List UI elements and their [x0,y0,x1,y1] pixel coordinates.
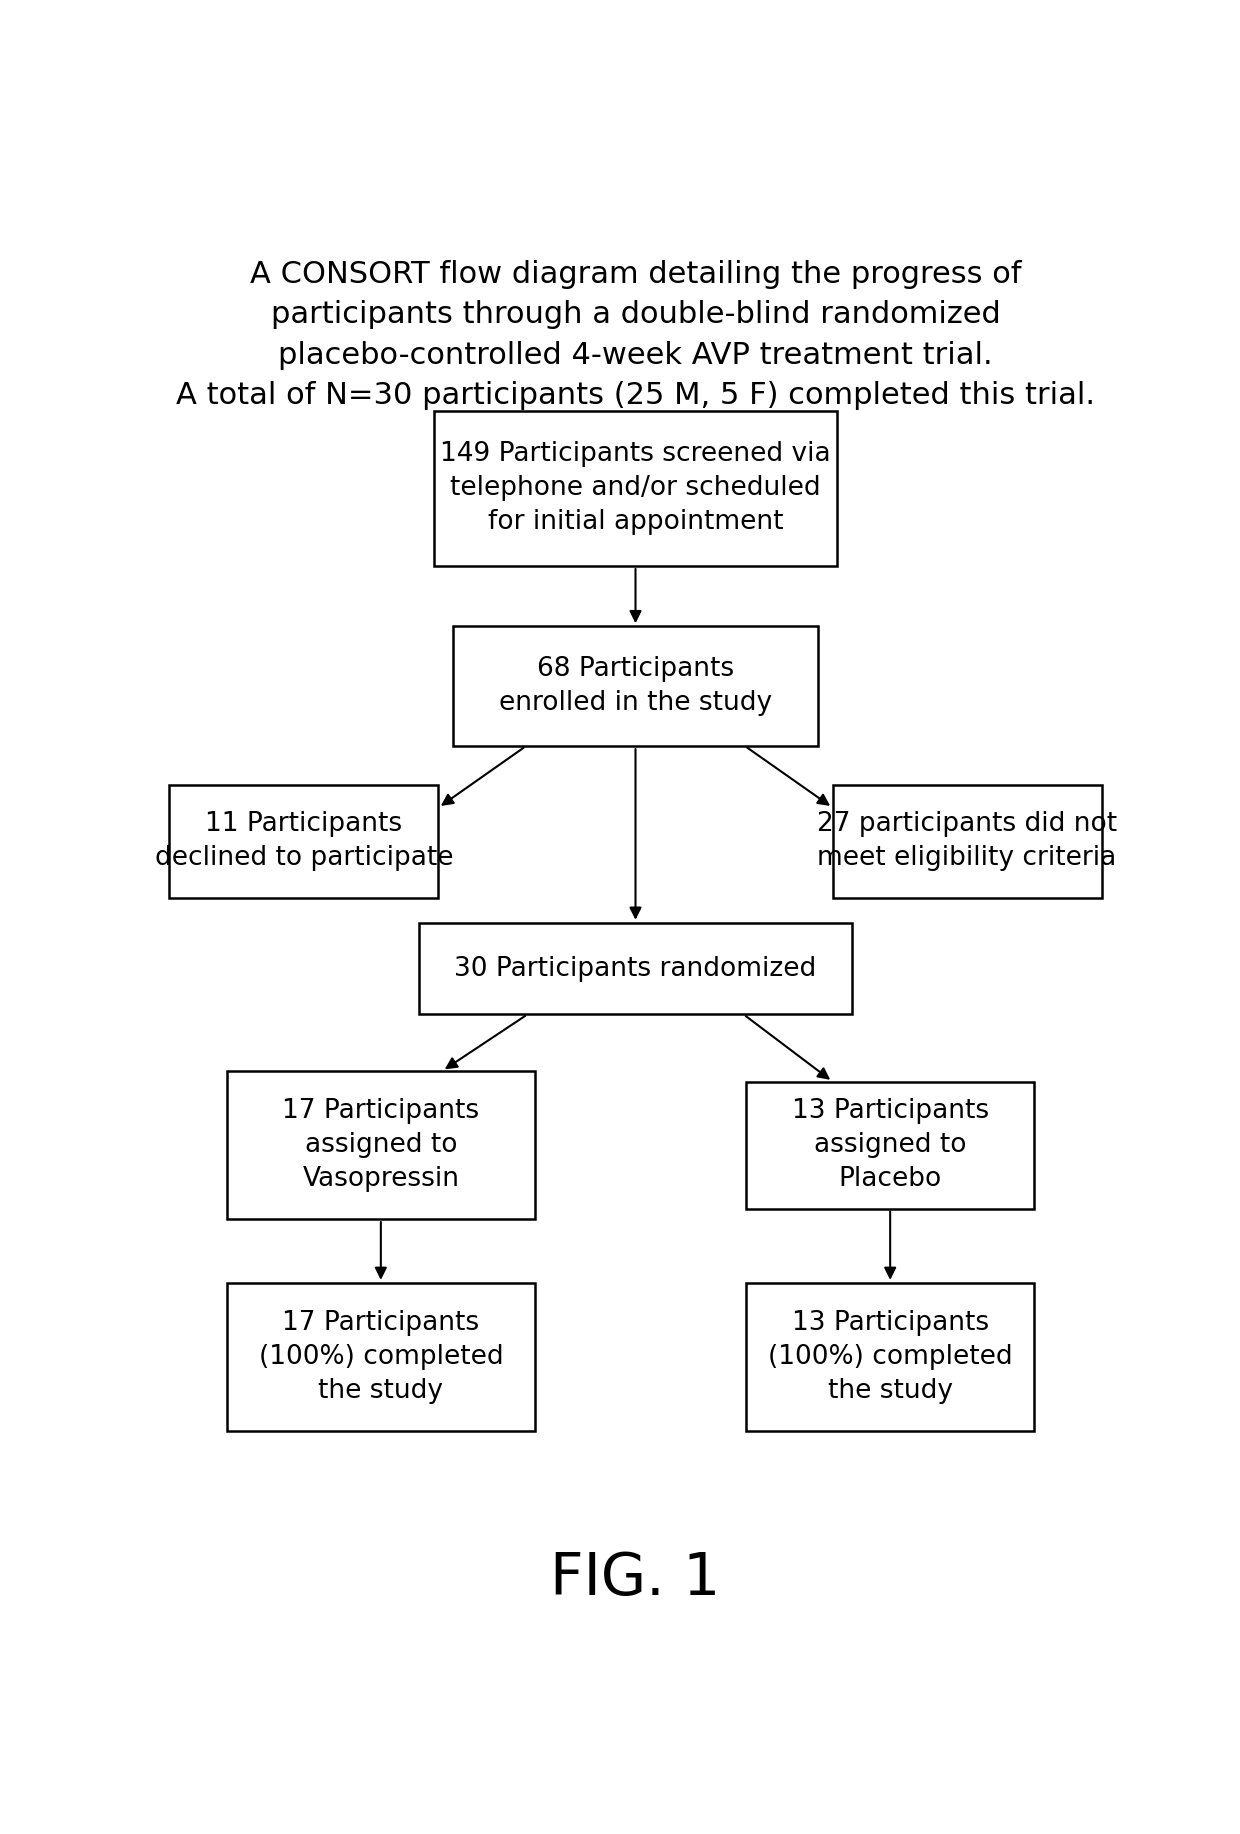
FancyBboxPatch shape [227,1071,534,1220]
FancyBboxPatch shape [832,785,1101,899]
Text: 27 participants did not
meet eligibility criteria: 27 participants did not meet eligibility… [817,811,1117,871]
Text: 149 Participants screened via
telephone and/or scheduled
for initial appointment: 149 Participants screened via telephone … [440,442,831,536]
FancyBboxPatch shape [227,1282,534,1431]
FancyBboxPatch shape [419,923,852,1014]
Text: 11 Participants
declined to participate: 11 Participants declined to participate [155,811,453,871]
Text: 13 Participants
assigned to
Placebo: 13 Participants assigned to Placebo [791,1099,988,1192]
Text: 17 Participants
assigned to
Vasopressin: 17 Participants assigned to Vasopressin [283,1099,480,1192]
FancyBboxPatch shape [453,625,818,746]
Text: 13 Participants
(100%) completed
the study: 13 Participants (100%) completed the stu… [768,1309,1013,1403]
FancyBboxPatch shape [434,411,837,567]
FancyBboxPatch shape [746,1082,1034,1209]
Text: FIG. 1: FIG. 1 [551,1550,720,1607]
Text: A CONSORT flow diagram detailing the progress of
participants through a double-b: A CONSORT flow diagram detailing the pro… [176,260,1095,411]
Text: 17 Participants
(100%) completed
the study: 17 Participants (100%) completed the stu… [258,1309,503,1403]
FancyBboxPatch shape [170,785,439,899]
Text: 30 Participants randomized: 30 Participants randomized [454,956,817,981]
Text: 68 Participants
enrolled in the study: 68 Participants enrolled in the study [498,657,773,715]
FancyBboxPatch shape [746,1282,1034,1431]
